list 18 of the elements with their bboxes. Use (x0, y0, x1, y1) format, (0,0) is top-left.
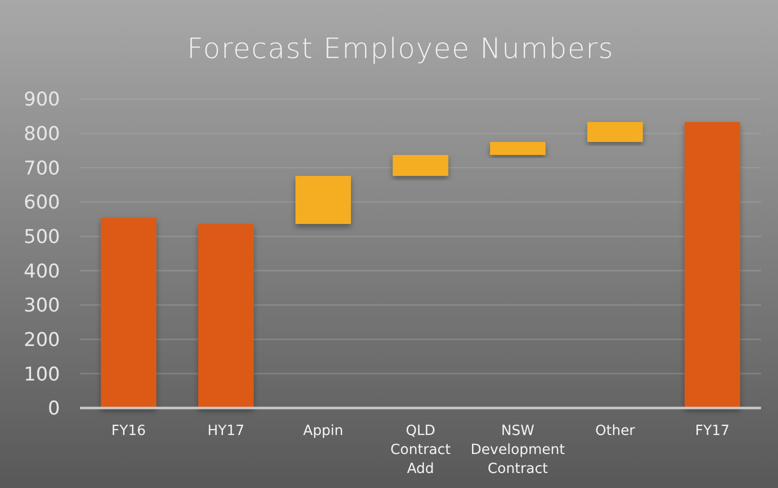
y-tick-label: 500 (24, 226, 60, 248)
chart-title: Forecast Employee Numbers (186, 32, 614, 65)
x-tick-label: FY16 (111, 423, 146, 439)
y-tick-label: 700 (24, 157, 60, 180)
y-tick-label: 900 (24, 88, 60, 111)
x-tick-label: Appin (303, 423, 344, 439)
x-tick-label: QLD Contract Add (390, 423, 452, 477)
x-tick-label: NSW Development Contract (470, 423, 566, 477)
y-tick-label: 800 (24, 122, 60, 145)
y-tick-label: 100 (24, 363, 60, 386)
y-tick-label: 400 (24, 260, 60, 282)
x-tick-label: Other (595, 423, 636, 439)
y-tick-label: 0 (48, 398, 60, 420)
y-tick-label: 600 (24, 192, 60, 214)
x-tick-label: HY17 (207, 423, 244, 439)
x-tick-label: FY17 (695, 423, 730, 439)
y-tick-label: 300 (24, 294, 60, 317)
y-tick-label: 200 (24, 328, 60, 351)
